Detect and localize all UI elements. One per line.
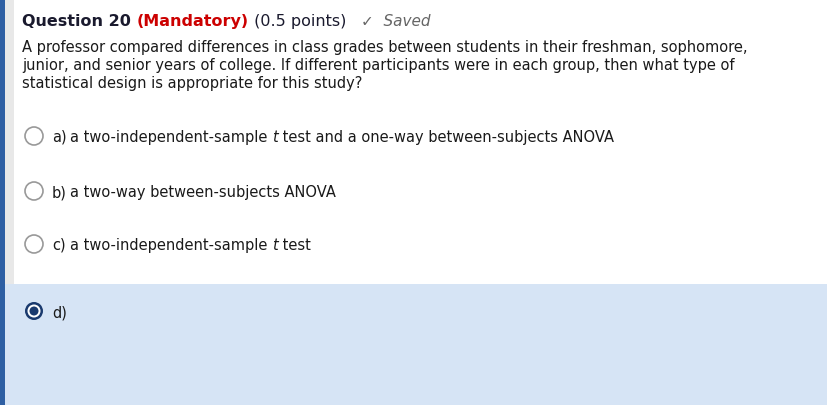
- Text: d): d): [52, 304, 67, 319]
- Ellipse shape: [30, 307, 38, 316]
- Text: a two-independent-sample: a two-independent-sample: [70, 130, 272, 145]
- Text: a two-independent-sample: a two-independent-sample: [70, 237, 272, 252]
- Text: test: test: [277, 237, 310, 252]
- Text: a): a): [52, 130, 66, 145]
- Text: A professor compared differences in class grades between students in their fresh: A professor compared differences in clas…: [22, 40, 747, 55]
- Text: a two-way between-subjects ANOVA: a two-way between-subjects ANOVA: [70, 185, 336, 200]
- Text: t: t: [272, 237, 277, 252]
- Text: c): c): [52, 237, 65, 252]
- Text: t: t: [272, 130, 277, 145]
- Text: statistical design is appropriate for this study?: statistical design is appropriate for th…: [22, 76, 362, 91]
- Text: (Mandatory): (Mandatory): [136, 14, 248, 29]
- Ellipse shape: [27, 305, 41, 318]
- Bar: [5, 284, 827, 405]
- Ellipse shape: [25, 235, 43, 254]
- Text: b): b): [52, 185, 67, 200]
- Text: junior, and senior years of college. If different participants were in each grou: junior, and senior years of college. If …: [22, 58, 734, 73]
- Bar: [0, 0, 5, 405]
- Ellipse shape: [25, 183, 43, 200]
- Ellipse shape: [25, 128, 43, 146]
- Text: ✓  Saved: ✓ Saved: [361, 14, 430, 29]
- Text: test and a one-way between-subjects ANOVA: test and a one-way between-subjects ANOV…: [277, 130, 613, 145]
- Text: Question 20: Question 20: [22, 14, 136, 29]
- Bar: [5, 305, 827, 405]
- Ellipse shape: [25, 302, 43, 320]
- Text: (0.5 points): (0.5 points): [248, 14, 346, 29]
